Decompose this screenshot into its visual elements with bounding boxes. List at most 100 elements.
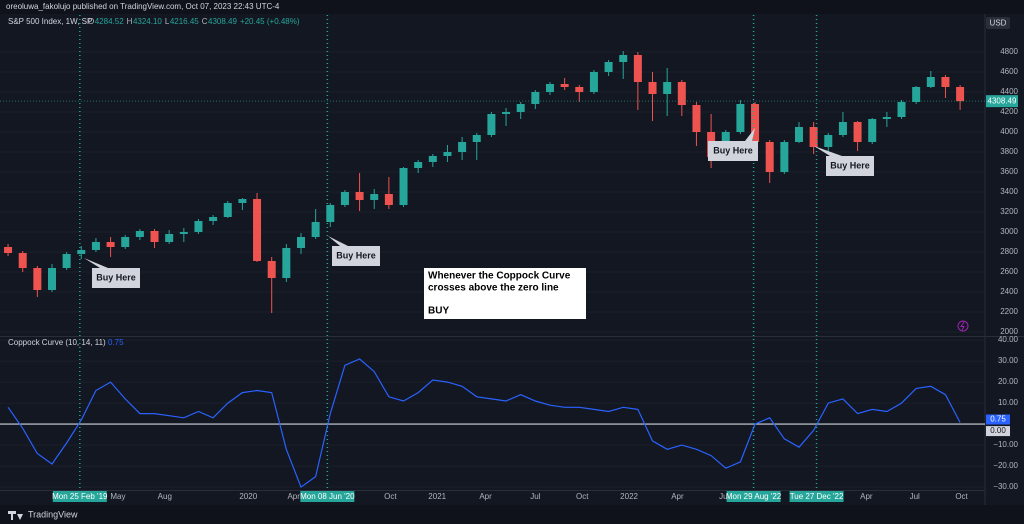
candle-body bbox=[91, 242, 100, 250]
candle-body bbox=[414, 162, 423, 168]
marker-label: Tue 27 Dec '22 bbox=[790, 492, 844, 501]
currency: USD bbox=[990, 19, 1007, 28]
y-tick-label: 2400 bbox=[1000, 287, 1018, 296]
candle-body bbox=[780, 142, 789, 172]
candle-body bbox=[33, 268, 42, 290]
candle-body bbox=[648, 82, 657, 94]
marker-badge bbox=[52, 491, 107, 502]
x-tick-label: Apr bbox=[860, 492, 873, 501]
zero-badge bbox=[986, 426, 1010, 437]
candle-body bbox=[62, 254, 71, 268]
candle-body bbox=[326, 205, 335, 222]
candle-body bbox=[941, 77, 950, 87]
candle-body bbox=[604, 62, 613, 72]
y-tick-label: 4600 bbox=[1000, 67, 1018, 76]
callout-text: Buy Here bbox=[96, 272, 136, 282]
alert-icon[interactable] bbox=[957, 320, 969, 332]
candle-body bbox=[135, 231, 144, 237]
candle-body bbox=[443, 152, 452, 156]
candle-body bbox=[838, 122, 847, 135]
candle-body bbox=[912, 87, 921, 102]
y-tick-label: 3600 bbox=[1000, 167, 1018, 176]
y-tick-label: −10.00 bbox=[993, 440, 1018, 449]
marker-badge bbox=[789, 491, 844, 502]
x-tick-label: Oct bbox=[576, 492, 589, 501]
callout-shape bbox=[328, 236, 380, 266]
y-tick-label: 10.00 bbox=[998, 398, 1019, 407]
legend-key: H bbox=[127, 17, 133, 26]
y-tick-label: 3800 bbox=[1000, 147, 1018, 156]
legend-value: 4324.10 bbox=[133, 17, 162, 26]
candle-body bbox=[399, 168, 408, 205]
x-tick-label: Jul bbox=[910, 492, 920, 501]
candle-body bbox=[355, 192, 364, 200]
candle-body bbox=[868, 119, 877, 142]
candle-body bbox=[502, 112, 511, 114]
x-tick-label: 2020 bbox=[239, 492, 257, 501]
callout-shape bbox=[708, 128, 758, 161]
footer-bar bbox=[0, 505, 1024, 524]
candle-body bbox=[736, 104, 745, 132]
x-tick-label: Apr bbox=[671, 492, 684, 501]
candle-body bbox=[516, 104, 525, 112]
marker-label: Mon 08 Jun '20 bbox=[300, 492, 355, 501]
callout: Buy Here bbox=[328, 236, 380, 266]
candle-body bbox=[560, 84, 569, 87]
x-tick-label: Jul bbox=[719, 492, 729, 501]
y-tick-label: −20.00 bbox=[993, 461, 1018, 470]
candle-body bbox=[150, 231, 159, 242]
candle-body bbox=[677, 82, 686, 105]
y-tick-label: 4200 bbox=[1000, 107, 1018, 116]
x-tick-label: May bbox=[110, 492, 125, 501]
marker-badge bbox=[726, 491, 781, 502]
candle-body bbox=[370, 194, 379, 200]
candle-body bbox=[267, 261, 276, 278]
x-tick-label: Jul bbox=[530, 492, 540, 501]
legend-value: 4308.49 bbox=[208, 17, 237, 26]
candle-body bbox=[751, 104, 760, 142]
candle-body bbox=[121, 237, 130, 247]
candle-body bbox=[384, 194, 393, 205]
last-value-badge bbox=[986, 414, 1010, 425]
header: oreoluwa_fakolujo published on TradingVi… bbox=[6, 2, 280, 11]
legend-title: Coppock Curve (10, 14, 11) bbox=[8, 338, 106, 347]
candle-body bbox=[545, 84, 554, 92]
y-tick-label: 2600 bbox=[1000, 267, 1018, 276]
x-tick-label: Apr bbox=[479, 492, 492, 501]
text-box: Whenever the Coppock Curve crosses above… bbox=[424, 268, 586, 319]
candle-body bbox=[531, 92, 540, 104]
y-tick-label: 40.00 bbox=[998, 335, 1019, 344]
candle-body bbox=[633, 55, 642, 82]
currency-badge bbox=[986, 17, 1010, 29]
text-box-bg bbox=[424, 268, 586, 319]
legend-change: +20.45 (+0.48%) bbox=[240, 17, 300, 26]
candle-body bbox=[458, 142, 467, 152]
legend-key: L bbox=[165, 17, 170, 26]
candle-body bbox=[340, 192, 349, 205]
candle-body bbox=[897, 102, 906, 117]
x-tick-label: 2022 bbox=[620, 492, 638, 501]
text-box-line: BUY bbox=[428, 306, 449, 317]
candle-body bbox=[179, 232, 188, 234]
candle-body bbox=[253, 199, 262, 261]
candle-body bbox=[47, 268, 56, 290]
candle-body bbox=[4, 247, 13, 253]
callout: Buy Here bbox=[708, 128, 758, 161]
candle-body bbox=[296, 237, 305, 248]
candle-body bbox=[692, 105, 701, 132]
y-tick-label: 4800 bbox=[1000, 47, 1018, 56]
candle-body bbox=[311, 222, 320, 237]
y-tick-label: 3400 bbox=[1000, 187, 1018, 196]
marker-label: Mon 25 Feb '19 bbox=[52, 492, 108, 501]
callout-shape bbox=[814, 146, 874, 176]
candle-body bbox=[926, 77, 935, 87]
candle-body bbox=[619, 55, 628, 62]
candle-body bbox=[472, 135, 481, 142]
text-box-line: Whenever the Coppock Curve bbox=[428, 271, 571, 282]
candle-body bbox=[223, 203, 232, 217]
y-tick-label: 4400 bbox=[1000, 87, 1018, 96]
candle-body bbox=[589, 72, 598, 92]
